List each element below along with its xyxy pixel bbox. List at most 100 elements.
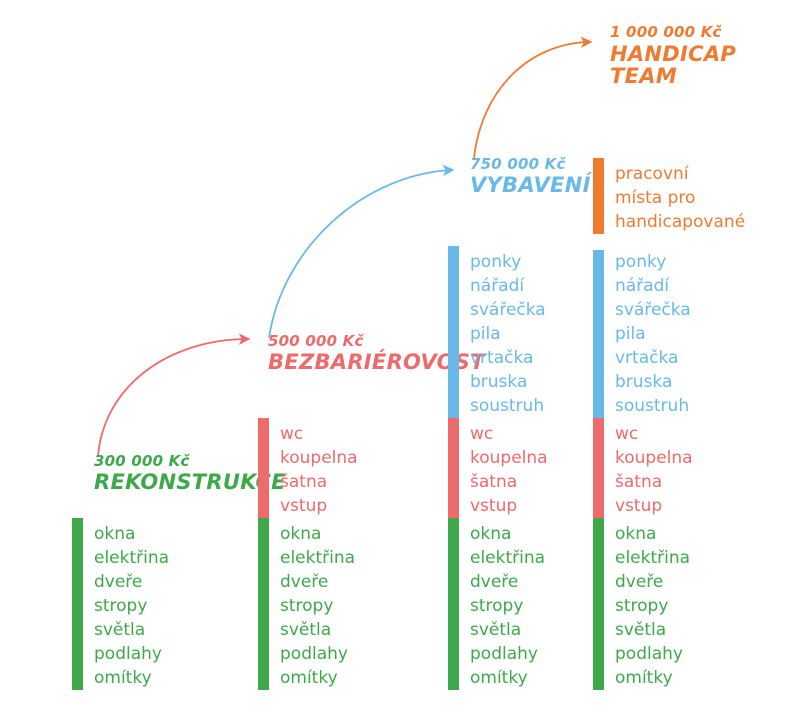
segment-items-rekonstrukce: okna elektřina dveře stropy světla podla… [94,518,169,690]
arrow-vybaveni-to-handicap-team [473,36,593,159]
segment-bar-vybaveni [593,250,604,418]
column-heading-bezbarierovost: 500 000 Kč BEZBARIÉROVOST [268,333,518,374]
arrow-bezbarierovost-to-vybaveni [268,164,455,339]
list-item: pila [615,324,646,344]
list-item: koupelna [615,448,693,468]
list-item: dveře [470,572,519,592]
segment-bar-rekonstrukce [593,518,604,690]
list-item: vrtačka [615,348,679,368]
list-item: šatna [615,472,663,492]
segment-vybaveni: ponky nářadí svářečka pila vrtačka brusk… [593,234,768,418]
segment-items-rekonstrukce: okna elektřina dveře stropy světla podla… [280,518,355,690]
column-bezbarierovost: 500 000 Kč BEZBARIÉROVOST wc koupelna ša… [258,333,485,690]
column-amount: 750 000 Kč [470,155,566,174]
segment-rekonstrukce: okna elektřina dveře stropy světla podla… [258,518,433,690]
column-rekonstrukce: 300 000 Kč REKONSTRUKCE okna elektřina d… [72,453,286,690]
column-title-line-1: HANDICAP [610,41,737,66]
column-amount: 1 000 000 Kč [610,23,722,42]
list-item: vstup [280,496,328,516]
column-vybaveni: 750 000 Kč VYBAVENÍ ponky nářadí svářečk… [448,156,623,690]
column-heading-rekonstrukce: 300 000 Kč REKONSTRUKCE [94,453,344,494]
column-title-line-2: TEAM [610,64,678,89]
list-item: bruska [470,372,528,392]
list-item: wc [280,424,304,444]
list-item: koupelna [280,448,358,468]
segment-items-rekonstrukce: okna elektřina dveře stropy světla podla… [470,518,545,690]
segment-bar-rekonstrukce [72,518,83,690]
column-title: BEZBARIÉROVOST [268,350,485,375]
list-item: wc [470,424,494,444]
segment-rekonstrukce: okna elektřina dveře stropy světla podla… [72,518,247,690]
list-item: vrtačka [470,348,534,368]
segment-bar-handicap-team [593,158,604,234]
list-item: nářadí [615,276,670,296]
list-item: svářečka [615,300,691,320]
list-item: okna [94,524,136,544]
segment-bar-bezbarierovost [258,418,269,518]
list-item: wc [615,424,639,444]
stack-handicap-team: pracovní místa pro handicapované ponky n… [593,158,768,690]
list-item: světla [280,620,332,640]
arrow-rekonstrukce-to-bezbarierovost [97,333,251,457]
list-item: stropy [94,596,148,616]
list-item: elektřina [470,548,546,568]
list-item: okna [280,524,322,544]
list-item: podlahy [280,644,348,664]
list-item: světla [470,620,522,640]
list-item: soustruh [615,396,690,416]
list-item: dveře [94,572,143,592]
list-item: omítky [94,668,152,688]
segment-bar-vybaveni [448,246,459,418]
segment-bar-bezbarierovost [593,418,604,518]
list-item: omítky [470,668,528,688]
list-item: nářadí [470,276,525,296]
segment-bar-rekonstrukce [258,518,269,690]
list-item: omítky [615,668,673,688]
list-item: vstup [470,496,518,516]
list-item: stropy [280,596,334,616]
list-item: bruska [615,372,673,392]
list-item: šatna [280,472,328,492]
column-amount: 500 000 Kč [268,332,364,351]
segment-items-bezbarierovost: wc koupelna šatna vstup [615,418,693,518]
segment-handicap-team: pracovní místa pro handicapované [593,158,768,234]
list-item: okna [615,524,657,544]
list-item: stropy [470,596,524,616]
stack-rekonstrukce: okna elektřina dveře stropy světla podla… [72,518,247,690]
segment-vybaveni: ponky nářadí svářečka pila vrtačka brusk… [448,246,623,418]
list-item: ponky [615,252,667,272]
list-item: podlahy [470,644,538,664]
segment-items-rekonstrukce: okna elektřina dveře stropy světla podla… [615,518,690,690]
column-heading-handicap-team: 1 000 000 Kč HANDICAP TEAM [610,24,789,88]
segment-items-handicap-team: pracovní místa pro handicapované [615,158,745,234]
list-item: elektřina [280,548,356,568]
list-item: omítky [280,668,338,688]
list-item: soustruh [470,396,545,416]
list-item: svářečka [470,300,546,320]
list-item: dveře [615,572,664,592]
segment-bar-bezbarierovost [448,418,459,518]
segment-rekonstrukce: okna elektřina dveře stropy světla podla… [448,518,623,690]
list-item: pila [470,324,501,344]
list-item: vstup [615,496,663,516]
segment-items-bezbarierovost: wc koupelna šatna vstup [280,418,358,518]
list-item: světla [615,620,667,640]
segment-items-bezbarierovost: wc koupelna šatna vstup [470,418,548,518]
segment-items-vybaveni: ponky nářadí svářečka pila vrtačka brusk… [470,246,546,418]
list-item: elektřina [615,548,691,568]
column-title: VYBAVENÍ [470,173,591,198]
column-title: REKONSTRUKCE [94,470,286,495]
list-item: pracovní [615,164,689,184]
segment-bezbarierovost: wc koupelna šatna vstup [258,418,433,518]
list-item: světla [94,620,146,640]
list-item: podlahy [615,644,683,664]
list-item: elektřina [94,548,170,568]
list-item: handicapované [615,212,746,232]
segment-rekonstrukce: okna elektřina dveře stropy světla podla… [593,518,768,690]
list-item: podlahy [94,644,162,664]
segment-items-vybaveni: ponky nářadí svářečka pila vrtačka brusk… [615,250,691,418]
column-heading-vybaveni: 750 000 Kč VYBAVENÍ [470,156,720,197]
list-item: šatna [470,472,518,492]
list-item: stropy [615,596,669,616]
